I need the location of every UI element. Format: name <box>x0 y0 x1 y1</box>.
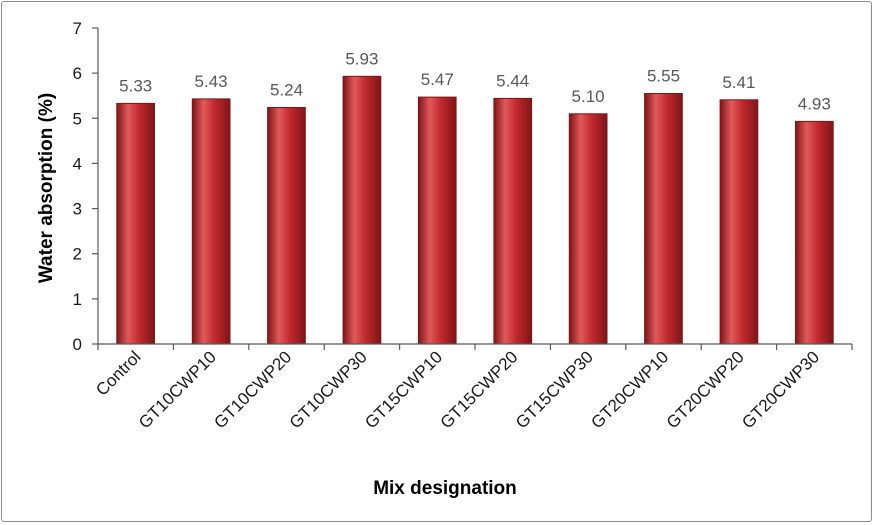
y-tick-label: 4 <box>73 154 82 173</box>
bar-gt10cwp20 <box>267 107 306 345</box>
data-label: 5.24 <box>270 81 303 100</box>
x-tick-label: GT10CWP10 <box>135 347 220 432</box>
bar-gt15cwp10 <box>417 96 457 345</box>
bar-gt20cwp10 <box>644 93 683 345</box>
x-tick-label: GT15CWP30 <box>512 347 597 432</box>
x-tick-label: GT20CWP10 <box>587 347 672 432</box>
x-tick-label: GT15CWP10 <box>361 347 446 432</box>
data-label: 4.93 <box>798 94 831 113</box>
y-tick-label: 3 <box>73 200 82 219</box>
y-axis-title: Water absorption (%) <box>36 93 57 283</box>
data-label: 5.43 <box>195 72 228 91</box>
bar-gt10cwp30 <box>342 75 382 345</box>
y-tick-label: 6 <box>73 64 82 83</box>
bar-control <box>116 102 156 345</box>
x-tick-label: Control <box>92 347 144 399</box>
y-tick-label: 0 <box>73 335 82 354</box>
axes-layer <box>92 27 853 350</box>
x-tick-label: GT10CWP20 <box>210 347 295 432</box>
y-tick-label: 1 <box>73 290 82 309</box>
data-label: 5.93 <box>345 49 378 68</box>
x-tick-label: GT10CWP30 <box>286 347 371 432</box>
y-tick-label: 5 <box>73 109 82 128</box>
data-label: 5.33 <box>119 76 152 95</box>
x-axis-title: Mix designation <box>373 478 517 499</box>
data-label: 5.41 <box>722 73 755 92</box>
data-label: 5.47 <box>421 70 454 89</box>
bar-gt10cwp10 <box>191 98 231 345</box>
y-tick-label: 7 <box>73 19 82 38</box>
bar-gt20cwp20 <box>719 99 759 345</box>
bar-gt20cwp30 <box>795 120 834 345</box>
x-tick-label: GT20CWP30 <box>738 347 823 432</box>
data-label: 5.55 <box>647 67 680 86</box>
data-label: 5.10 <box>572 87 605 106</box>
bar-gt15cwp20 <box>493 97 533 345</box>
bar-gt15cwp30 <box>568 113 608 345</box>
data-label: 5.44 <box>496 71 529 90</box>
x-tick-label: GT15CWP20 <box>437 347 522 432</box>
y-tick-label: 2 <box>73 245 82 264</box>
x-tick-label: GT20CWP20 <box>663 347 748 432</box>
bars-layer <box>116 75 834 345</box>
